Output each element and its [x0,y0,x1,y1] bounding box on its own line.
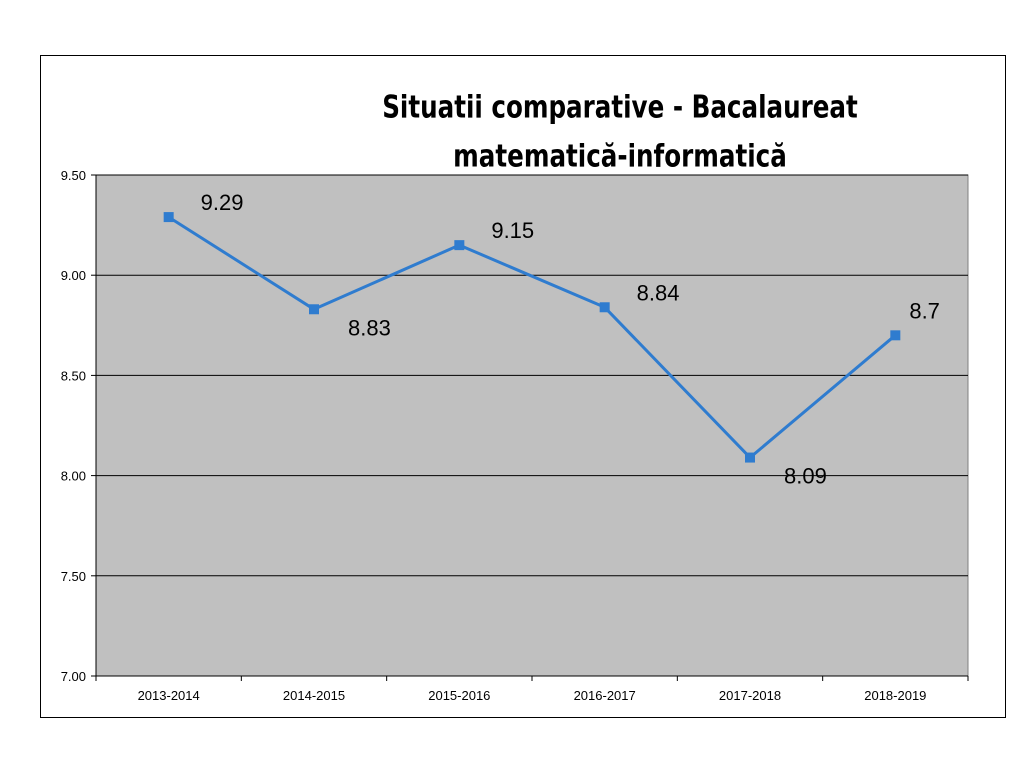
x-tick-label: 2017-2018 [719,688,781,703]
data-point-marker [309,304,319,315]
y-tick-label: 8.00 [61,469,86,484]
y-tick-label: 8.50 [61,368,86,383]
y-tick-label: 7.50 [61,569,86,584]
data-label: 8.09 [784,464,827,489]
data-point-marker [745,452,755,463]
data-label: 8.7 [909,298,940,323]
x-tick-label: 2018-2019 [864,688,926,703]
x-tick-label: 2016-2017 [574,688,636,703]
series-markers [163,212,901,463]
series-line [167,215,897,460]
data-point-marker [454,240,465,251]
data-label: 9.15 [491,218,534,243]
data-label: 8.84 [637,280,680,305]
y-tick-label: 9.50 [61,168,86,183]
x-tick-label: 2013-2014 [138,688,200,703]
x-axis-ticks: 2013-2014 2014-2015 2015-2016 2016-2017 2017… [95,676,969,703]
chart-subtitle: matematică-informatică [453,138,787,175]
y-axis-ticks: 7.00 7.50 8.00 8.50 9.00 9.50 [61,168,96,684]
plot-area [95,174,969,677]
data-point-marker [890,330,901,341]
data-labels: 9.29 8.83 9.15 8.84 8.09 8.7 [201,190,940,488]
x-tick-label: 2015-2016 [428,688,490,703]
y-tick-label: 9.00 [61,268,86,283]
data-point-marker [599,302,610,313]
data-label: 9.29 [201,190,244,215]
y-tick-label: 7.00 [61,669,86,684]
data-point-marker [163,212,174,223]
x-tick-label: 2014-2015 [283,688,345,703]
chart-title: Situatii comparative - Bacalaureat [382,89,858,126]
data-label: 8.83 [348,315,391,340]
